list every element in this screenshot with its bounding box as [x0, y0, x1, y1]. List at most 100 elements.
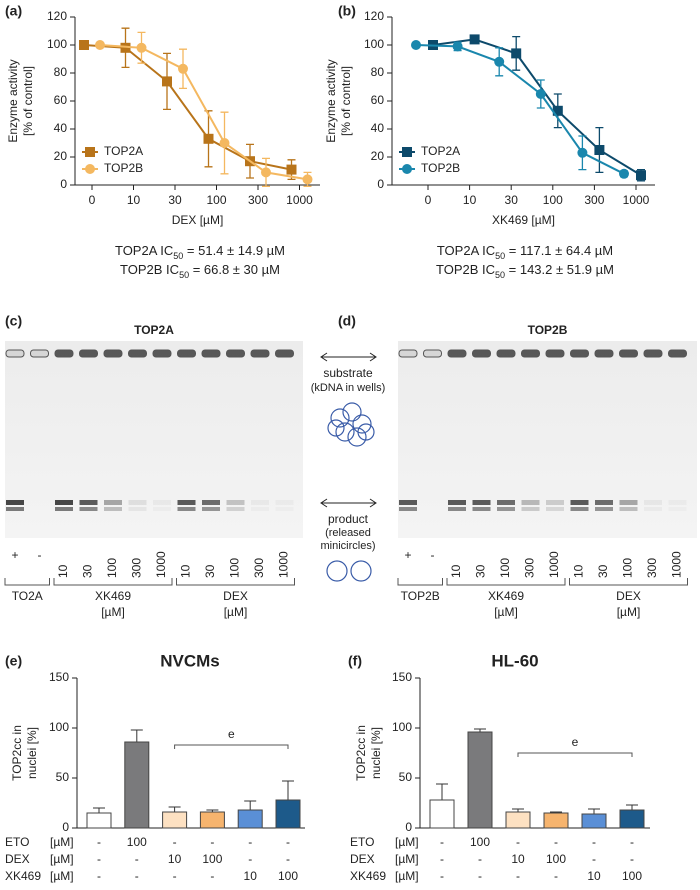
- gel-band: [595, 500, 613, 505]
- gel-well: [201, 349, 221, 358]
- bar: [429, 799, 455, 829]
- y-tick-label: 0: [377, 177, 384, 191]
- legend-text: (released: [325, 527, 371, 539]
- gel-band: [202, 507, 220, 511]
- minicircle-icon: [326, 560, 372, 582]
- error-bar: [93, 807, 105, 813]
- row-unit: [µM]: [395, 835, 419, 849]
- gel-band: [275, 500, 294, 505]
- marker: [619, 168, 629, 179]
- table-cell: -: [173, 869, 177, 883]
- gel-image: [398, 341, 697, 538]
- annotation-part: 50: [179, 270, 189, 280]
- gel-band: [595, 507, 613, 511]
- y-axis-label: [% of control]: [339, 66, 353, 136]
- gel-band: [153, 507, 171, 511]
- error-bar: [436, 783, 448, 800]
- marker: [178, 63, 188, 74]
- gel-band: [619, 500, 638, 505]
- lane-label: 30: [596, 564, 610, 578]
- gel-title: TOP2B: [528, 323, 568, 337]
- error-bar: [168, 806, 181, 812]
- annotation-part: TOP2A IC: [437, 243, 495, 258]
- marker: [85, 164, 95, 174]
- gel-well: [447, 349, 467, 358]
- chart-title: NVCMs: [160, 651, 220, 670]
- table-cell: -: [248, 852, 252, 866]
- gel-band: [521, 507, 540, 511]
- gel-well: [54, 349, 74, 358]
- legend-icons: [320, 352, 377, 508]
- gel-band: [668, 500, 687, 505]
- bar: [199, 811, 225, 829]
- row-label: XK469: [5, 869, 41, 883]
- panel-label: (c): [5, 313, 22, 329]
- annotation: TOP2A IC50 = 51.4 ± 14.9 µM: [115, 243, 285, 261]
- y-tick-label: 150: [49, 670, 69, 684]
- gel-band: [153, 500, 171, 505]
- gel-well: [79, 349, 98, 358]
- significance-label: e: [228, 727, 235, 741]
- lane-label: 30: [203, 564, 217, 578]
- gel-well: [668, 349, 687, 358]
- table-cell: -: [210, 835, 214, 849]
- table-cell: 100: [278, 869, 298, 883]
- lane-label: 300: [523, 558, 537, 578]
- bar: [275, 799, 301, 829]
- gel-band: [55, 500, 73, 505]
- gel-band: [546, 500, 564, 505]
- group-bracket: [569, 578, 688, 586]
- y-axis-label: Enzyme activity: [6, 59, 20, 142]
- marker: [261, 167, 271, 178]
- bar: [124, 741, 150, 829]
- y-tick-label: 150: [392, 670, 412, 684]
- annotation-part: 50: [495, 270, 505, 280]
- gel-well: [423, 349, 442, 358]
- annotation-part: 50: [495, 251, 505, 261]
- panel-label: (b): [338, 3, 356, 19]
- lane-label: 1000: [670, 551, 684, 578]
- annotation-part: TOP2B IC: [436, 262, 495, 277]
- annotation-part: = 143.2 ± 51.9 µM: [505, 262, 614, 277]
- annotation-part: = 51.4 ± 14.9 µM: [183, 243, 285, 258]
- gel-well: [398, 349, 418, 358]
- row-label: DEX: [5, 852, 30, 866]
- marker: [402, 164, 412, 174]
- gel-band: [177, 500, 196, 505]
- table-cell: -: [97, 835, 101, 849]
- y-tick-label: 20: [54, 149, 68, 163]
- lane-label: 30: [474, 564, 488, 578]
- gel-well: [643, 349, 663, 358]
- marker: [302, 174, 313, 185]
- row-unit: [µM]: [395, 869, 419, 883]
- table-cell: -: [440, 869, 444, 883]
- gel-band: [177, 507, 196, 511]
- marker: [162, 76, 172, 87]
- table-cell: -: [135, 852, 139, 866]
- table-cell: -: [516, 835, 520, 849]
- row-label: DEX: [350, 852, 375, 866]
- legend-text: product: [328, 512, 369, 526]
- y-axis-label: [% of control]: [21, 66, 35, 136]
- group-label: TO2A: [12, 589, 43, 603]
- group-label: XK469: [488, 589, 524, 603]
- table-cell: -: [173, 835, 177, 849]
- annotation-part: TOP2B IC: [120, 262, 179, 277]
- gel-band: [669, 507, 687, 511]
- y-tick-label: 60: [371, 93, 385, 107]
- lane-label: 100: [498, 558, 512, 578]
- marker: [79, 40, 89, 50]
- table-cell: 10: [244, 869, 258, 883]
- row-label: XK469: [350, 869, 386, 883]
- lane-label: 100: [228, 558, 242, 578]
- gel-band: [497, 507, 515, 511]
- table-cell: 100: [546, 852, 566, 866]
- gel-band: [251, 507, 269, 511]
- group-label: XK469: [95, 589, 131, 603]
- group-bracket: [176, 578, 295, 586]
- y-tick-label: 50: [399, 770, 413, 784]
- y-tick-label: 40: [54, 121, 68, 135]
- marker: [402, 147, 412, 157]
- bar: [237, 809, 263, 829]
- bar: [543, 812, 569, 829]
